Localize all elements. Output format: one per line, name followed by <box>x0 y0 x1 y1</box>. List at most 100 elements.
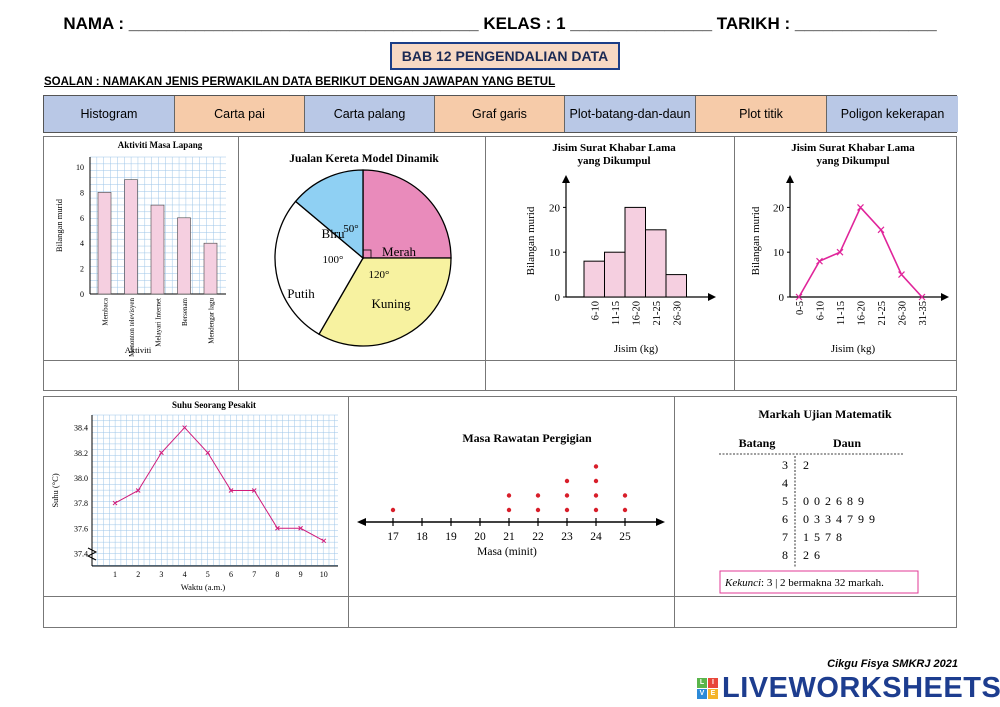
chart-title: Jisim Surat Khabar Lama <box>791 142 915 154</box>
stem-header: Batang <box>739 436 776 450</box>
x-tick-label: 0-5 <box>795 301 806 315</box>
x-tick-label: 11-15 <box>611 301 622 325</box>
y-tick-label: 20 <box>773 202 785 214</box>
x-tick-label: 16-20 <box>857 301 868 326</box>
leaf-values: 2 6 <box>803 548 821 562</box>
dot <box>535 493 541 498</box>
pie-slice <box>318 257 452 347</box>
chart-title: Jualan Kereta Model Dinamik <box>289 153 439 165</box>
x-tick-label: 7 <box>252 570 256 579</box>
histogram-bar <box>645 229 667 298</box>
pie-slice <box>362 169 452 259</box>
data-point <box>898 271 905 279</box>
pie-slice <box>274 200 364 336</box>
x-axis-arrow <box>708 293 716 301</box>
answer-option[interactable]: Histogram <box>44 96 175 132</box>
dot <box>622 507 628 513</box>
x-tick-label: 17 <box>387 531 399 543</box>
x-axis-label: Masa (minit) <box>477 546 537 558</box>
dot <box>564 493 570 498</box>
author-credit: Cikgu Fisya SMKRJ 2021 <box>827 658 958 670</box>
axis-break <box>86 547 98 561</box>
answer-option[interactable]: Carta pai <box>175 96 305 132</box>
bar <box>150 204 165 295</box>
dot <box>506 507 512 513</box>
answer-slot-1[interactable] <box>44 361 238 390</box>
dot <box>390 507 396 513</box>
x-tick-label: Membaca <box>102 297 110 325</box>
data-point <box>112 500 118 506</box>
answer-slot-7[interactable] <box>675 597 957 627</box>
leaf-values: 2 <box>803 458 810 472</box>
data-point <box>298 525 303 531</box>
slice-label: Biru <box>321 226 345 241</box>
answer-slot-2[interactable] <box>239 361 485 390</box>
x-tick-label: 6-10 <box>816 301 827 320</box>
answer-slot-4[interactable] <box>735 361 957 390</box>
x-tick-label: 21-25 <box>652 301 663 326</box>
logo-icon-tile: I <box>708 678 718 688</box>
histogram-bar <box>604 251 626 298</box>
x-tick-label: 9 <box>299 570 303 579</box>
y-tick-label: 38.0 <box>74 474 88 483</box>
bar <box>124 179 138 295</box>
stem-value: 4 <box>782 476 788 490</box>
data-point <box>816 257 823 265</box>
bar <box>97 192 112 295</box>
x-tick-label: 25 <box>619 531 631 543</box>
chart-grid-row-1 <box>43 136 957 391</box>
answer-slot-3[interactable] <box>486 361 734 390</box>
y-axis-arrow <box>786 175 794 183</box>
answer-option[interactable]: Plot-batang-dan-daun <box>565 96 696 132</box>
answer-bank: Histogram Carta pai Carta palang Graf garis… <box>43 95 958 133</box>
stem-value: 8 <box>782 548 788 562</box>
question-instruction: SOALAN : NAMAKAN JENIS PERWAKILAN DATA B… <box>44 76 556 88</box>
data-point <box>182 425 187 430</box>
answer-option[interactable]: Poligon kekerapan <box>827 96 958 132</box>
chart-title: Jisim Surat Khabar Lama <box>552 142 676 154</box>
chart-title: yang Dikumpul <box>577 155 650 167</box>
x-tick-label: 18 <box>416 531 428 543</box>
x-tick-label: Menonton televisyen <box>128 298 136 357</box>
x-tick-label: 3 <box>159 570 163 579</box>
x-tick-label: 6-10 <box>590 301 601 320</box>
key-text: Kekunci: 3 | 2 bermakna 32 markah. <box>724 577 884 589</box>
x-tick-label: 11-15 <box>836 301 847 325</box>
y-tick-label: 20 <box>549 202 561 214</box>
x-tick-label: 20 <box>474 531 486 543</box>
dot <box>593 493 599 498</box>
angle-label: 100° <box>323 254 344 266</box>
x-axis-label: Waktu (a.m.) <box>181 582 226 592</box>
y-tick-label: 0 <box>555 292 561 304</box>
answer-option[interactable]: Plot titik <box>696 96 827 132</box>
bar <box>177 217 191 295</box>
y-tick-label: 4 <box>80 239 84 248</box>
stem-value: 5 <box>782 494 788 508</box>
angle-label: 50° <box>343 223 358 235</box>
dot <box>564 478 570 484</box>
stem-value: 6 <box>782 512 788 526</box>
dot <box>506 493 512 498</box>
y-tick-label: 37.6 <box>74 524 88 533</box>
x-axis-arrow <box>941 293 949 301</box>
answer-option[interactable]: Graf garis <box>435 96 565 132</box>
answer-slot-6[interactable] <box>349 597 674 627</box>
x-axis-label: Jisim (kg) <box>614 343 659 355</box>
dot <box>564 507 570 513</box>
dot-plot-masa: Masa Rawatan Pergigian 17 18 19 20 21 22 23 24 25… <box>357 431 665 558</box>
dot <box>622 493 628 498</box>
data-point <box>275 525 280 531</box>
x-tick-label: 21-25 <box>877 301 888 326</box>
stem-leaf-markah: Markah Ujian Matematik Batang Daun 3 2 4 5 0 0 … <box>719 407 919 594</box>
x-tick-label: 5 <box>206 570 210 579</box>
x-axis-label: Aktiviti <box>125 345 152 355</box>
stem-value: 7 <box>782 530 788 544</box>
leaf-values: 0 3 3 4 7 9 9 <box>803 512 876 526</box>
answer-option[interactable]: Carta palang <box>305 96 435 132</box>
answer-slot-5[interactable] <box>44 597 348 627</box>
data-point <box>251 488 257 493</box>
chart-title: Markah Ujian Matematik <box>758 407 892 421</box>
x-tick-label: 10 <box>320 570 328 579</box>
